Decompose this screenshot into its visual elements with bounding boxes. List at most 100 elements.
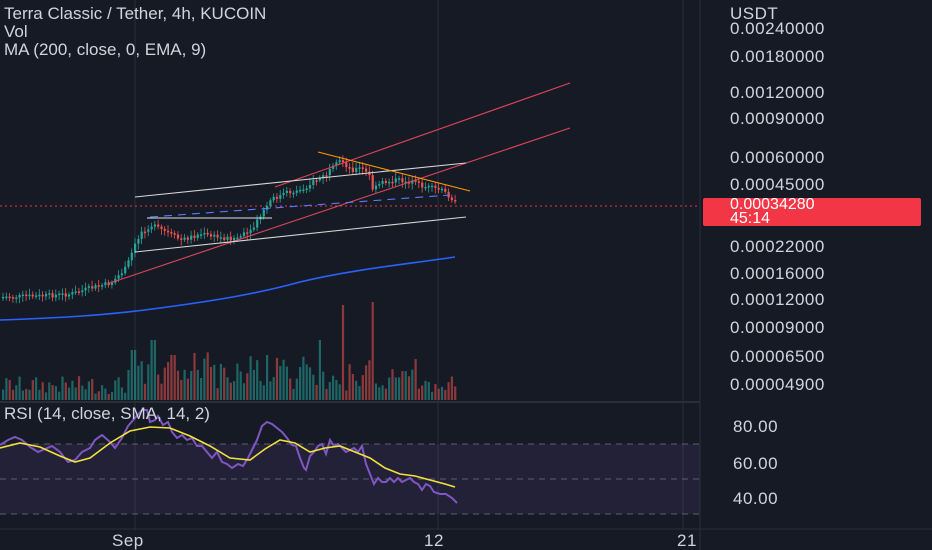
volume-bar [170, 355, 173, 400]
candle-body [365, 168, 368, 172]
candle-body [31, 294, 34, 297]
volume-bar [236, 363, 239, 400]
candle-body [302, 189, 305, 191]
candle-body [450, 197, 453, 201]
time-axis[interactable]: Sep 12 21 [112, 531, 697, 550]
volume-bar [242, 383, 246, 400]
candle-body [206, 232, 209, 235]
volume-bar [203, 358, 206, 400]
chart-title[interactable]: Terra Classic / Tether, 4h, KUCOIN [4, 4, 267, 23]
ma-line [0, 256, 456, 321]
volume-bar [209, 366, 213, 400]
volume-bar [259, 380, 262, 400]
candle-body [417, 181, 420, 183]
price-label: 0.00045000 [730, 175, 825, 194]
candle-body [388, 181, 391, 184]
volume-bar [427, 381, 430, 400]
volume-bar [206, 352, 209, 400]
ma-indicator-label[interactable]: MA (200, close, 0, EMA, 9) [4, 40, 207, 59]
candle-body [269, 200, 272, 206]
volume-bar [454, 386, 457, 400]
candle-body [54, 294, 57, 298]
volume-bar [371, 302, 374, 400]
candle-body [355, 167, 358, 172]
price-label: 0.00012000 [730, 290, 825, 309]
candle-body [64, 293, 67, 297]
volume-bar [200, 378, 203, 400]
candle-body [2, 296, 5, 299]
volume-bar [84, 389, 87, 400]
candle-body [256, 219, 259, 228]
volume-bar [229, 382, 232, 400]
volume-bar [262, 385, 265, 400]
volume-bar [431, 391, 434, 400]
volume-bar [440, 386, 444, 400]
volume-bar [61, 376, 64, 400]
volume-bar [15, 385, 18, 400]
candle-body [351, 167, 354, 172]
rsi-ma-line [0, 426, 456, 488]
candle-body [233, 237, 236, 241]
rsi-axis[interactable]: 80.00 60.00 40.00 [733, 417, 778, 508]
volume-bar [193, 352, 196, 400]
candle-body [94, 285, 97, 289]
price-label: 0.00120000 [730, 83, 825, 102]
volume-bar [252, 369, 255, 400]
volume-bar [25, 388, 28, 400]
volume-bars [2, 302, 457, 400]
candle-body [315, 180, 318, 182]
candle-body [444, 188, 447, 192]
price-axis[interactable]: USDT 0.00240000 0.00180000 0.00120000 0.… [730, 4, 825, 394]
volume-bar [398, 377, 401, 400]
candle-body [332, 165, 335, 169]
candle-body [48, 293, 51, 295]
candle-body [107, 282, 110, 286]
candle-body [77, 291, 81, 293]
candle-body [117, 275, 120, 279]
volume-bar [384, 388, 387, 400]
volume-bar [275, 357, 279, 400]
price-label: 0.00090000 [730, 109, 825, 128]
volume-bar [91, 379, 94, 400]
candle-body [431, 185, 434, 188]
candle-body [153, 224, 156, 227]
candle-body [15, 297, 18, 299]
volume-bar [130, 350, 133, 400]
grid [134, 0, 684, 530]
volume-bar [351, 373, 354, 400]
volume-bar [77, 376, 81, 400]
candle-body [216, 234, 219, 238]
price-label: 0.00180000 [730, 47, 825, 66]
candle-body [124, 266, 127, 274]
volume-bar [74, 387, 77, 400]
rsi-indicator-label[interactable]: RSI (14, close, SMA, 14, 2) [4, 404, 210, 423]
volume-indicator-label[interactable]: Vol [4, 22, 28, 41]
price-label: 0.00006500 [730, 347, 825, 366]
volume-bar [414, 359, 417, 400]
price-label: 0.00016000 [730, 264, 825, 283]
volume-bar [289, 378, 292, 400]
candle-body [5, 296, 8, 299]
volume-bar [167, 361, 170, 400]
candle-body [285, 190, 288, 193]
candle-body [44, 293, 48, 297]
candle-body [140, 231, 143, 239]
channel-red-upper [274, 82, 571, 188]
volume-bar [341, 305, 345, 400]
rsi-label: 40.00 [733, 489, 778, 508]
candle-body [424, 186, 427, 189]
candle-body [200, 234, 203, 236]
volume-bar [295, 378, 298, 400]
rsi-levels [0, 443, 700, 515]
volume-bar [18, 376, 21, 400]
channel-white-lower [134, 216, 467, 253]
candle-body [104, 282, 107, 286]
candle-body [193, 235, 196, 238]
volume-bar [173, 355, 176, 400]
candle-body [312, 180, 315, 186]
rsi-label: 80.00 [733, 417, 778, 436]
volume-bar [256, 360, 259, 400]
candle-body [170, 232, 173, 234]
volume-bar [305, 364, 308, 400]
